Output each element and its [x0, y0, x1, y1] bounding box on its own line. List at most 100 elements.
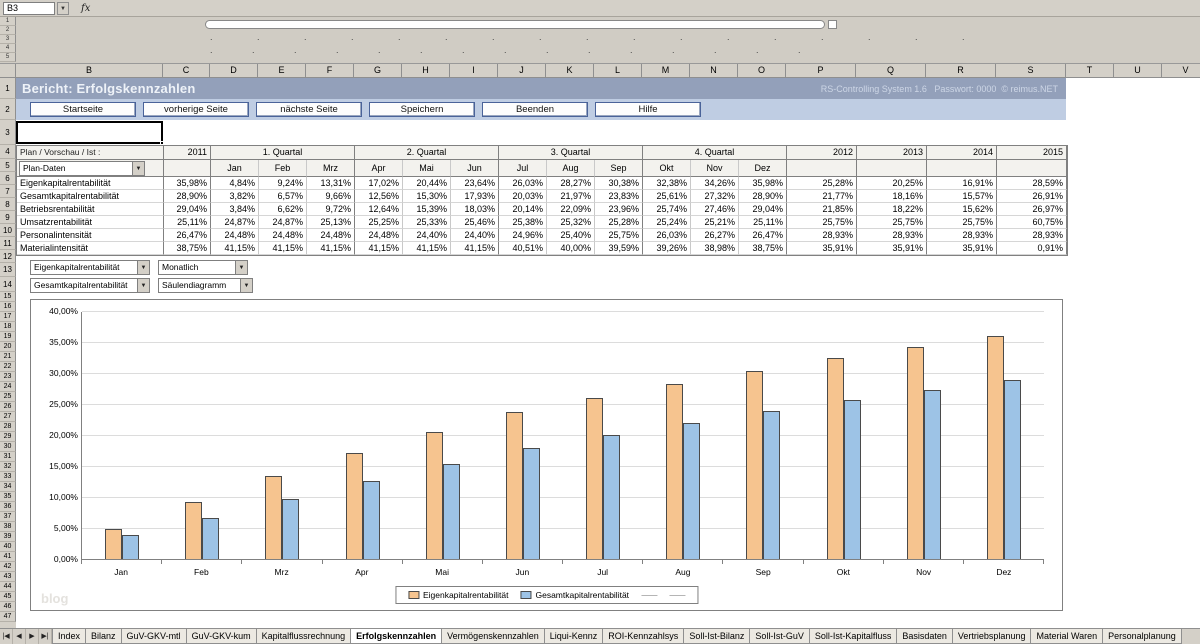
value-cell[interactable]: 24,87% [259, 216, 307, 229]
value-cell[interactable]: 35,98% [164, 177, 211, 190]
value-cell[interactable]: 25,32% [547, 216, 595, 229]
sheet-tab-vertriebsplanung[interactable]: Vertriebsplanung [951, 629, 1032, 644]
insert-function-icon[interactable]: fx [81, 2, 91, 14]
value-cell[interactable]: 24,96% [499, 229, 547, 242]
row-header-20[interactable]: 20 [0, 342, 16, 352]
column-header-n[interactable]: N [690, 64, 738, 78]
scroll-pill-handle[interactable] [828, 20, 837, 29]
mini-row-header[interactable]: 2 [0, 26, 16, 35]
month-header-mai[interactable]: Mai [403, 160, 451, 177]
value-cell[interactable]: 25,11% [164, 216, 211, 229]
value-cell[interactable]: 23,96% [595, 203, 643, 216]
sheet-tab-erfolgskennzahlen[interactable]: Erfolgskennzahlen [350, 629, 443, 644]
button-vorherige-seite[interactable]: vorherige Seite [143, 102, 249, 117]
value-cell[interactable]: 17,02% [355, 177, 403, 190]
column-header-j[interactable]: J [498, 64, 546, 78]
value-cell[interactable]: 38,75% [164, 242, 211, 255]
row-header-33[interactable]: 33 [0, 472, 16, 482]
quarter-header-2-quartal[interactable]: 2. Quartal [355, 146, 499, 160]
row-header-8[interactable]: 8 [0, 198, 16, 211]
value-cell[interactable]: 39,59% [595, 242, 643, 255]
month-header-jun[interactable]: Jun [451, 160, 499, 177]
value-cell[interactable]: 12,56% [355, 190, 403, 203]
value-cell[interactable]: 35,91% [927, 242, 997, 255]
value-cell[interactable]: 16,91% [927, 177, 997, 190]
selected-cell-b3[interactable] [16, 121, 164, 145]
row-header-28[interactable]: 28 [0, 422, 16, 432]
value-cell[interactable]: 15,62% [927, 203, 997, 216]
value-cell[interactable]: 26,97% [997, 203, 1067, 216]
row-header-19[interactable]: 19 [0, 332, 16, 342]
row-header-9[interactable]: 9 [0, 211, 16, 224]
row-label[interactable]: Umsatzrentabilität [17, 216, 164, 229]
year-header-2014[interactable]: 2014 [927, 146, 997, 160]
value-cell[interactable]: 29,04% [164, 203, 211, 216]
column-header-s[interactable]: S [996, 64, 1066, 78]
value-cell[interactable]: 26,91% [997, 190, 1067, 203]
value-cell[interactable]: 24,48% [307, 229, 355, 242]
value-cell[interactable]: 24,48% [211, 229, 259, 242]
quarter-header-4-quartal[interactable]: 4. Quartal [643, 146, 787, 160]
value-cell[interactable]: 12,64% [355, 203, 403, 216]
month-header-aug[interactable]: Aug [547, 160, 595, 177]
value-cell[interactable]: 28,59% [997, 177, 1067, 190]
mini-row-header[interactable]: 1 [0, 17, 16, 26]
column-header-f[interactable]: F [306, 64, 354, 78]
value-cell[interactable]: 9,24% [259, 177, 307, 190]
column-header-b[interactable]: B [16, 64, 163, 78]
row-header-32[interactable]: 32 [0, 462, 16, 472]
value-cell[interactable]: 15,57% [927, 190, 997, 203]
chart-type-dropdown[interactable]: Säulendiagramm ▼ [158, 278, 253, 293]
row-header-43[interactable]: 43 [0, 572, 16, 582]
value-cell[interactable]: 13,31% [307, 177, 355, 190]
row-label[interactable]: Betriebsrentabilität [17, 203, 164, 216]
value-cell[interactable]: 6,62% [259, 203, 307, 216]
value-cell[interactable]: 26,03% [643, 229, 691, 242]
row-header-4[interactable]: 4 [0, 145, 16, 159]
name-box-dropdown-icon[interactable]: ▼ [57, 1, 69, 15]
row-header-18[interactable]: 18 [0, 322, 16, 332]
value-cell[interactable]: 60,75% [997, 216, 1067, 229]
year-header-2011[interactable]: 2011 [164, 146, 211, 160]
column-header-k[interactable]: K [546, 64, 594, 78]
value-cell[interactable]: 25,28% [787, 177, 857, 190]
button-nächste-seite[interactable]: nächste Seite [256, 102, 362, 117]
column-header-q[interactable]: Q [856, 64, 926, 78]
value-cell[interactable]: 20,44% [403, 177, 451, 190]
value-cell[interactable]: 25,11% [739, 216, 787, 229]
value-cell[interactable]: 40,00% [547, 242, 595, 255]
value-cell[interactable]: 34,26% [691, 177, 739, 190]
month-header-jul[interactable]: Jul [499, 160, 547, 177]
row-header-6[interactable]: 6 [0, 172, 16, 185]
tab-scroll-button-3[interactable]: ▶| [39, 629, 52, 644]
value-cell[interactable]: 25,24% [643, 216, 691, 229]
sheet-tab-personalplanung[interactable]: Personalplanung [1102, 629, 1182, 644]
chevron-down-icon[interactable]: ▼ [240, 279, 252, 292]
value-cell[interactable]: 25,75% [595, 229, 643, 242]
value-cell[interactable]: 28,93% [997, 229, 1067, 242]
row-header-22[interactable]: 22 [0, 362, 16, 372]
interval-dropdown[interactable]: Monatlich ▼ [158, 260, 248, 275]
row-header-12[interactable]: 12 [0, 250, 16, 263]
series2-dropdown[interactable]: Gesamtkapitalrentabilität ▼ [30, 278, 150, 293]
sheet-tab-bilanz[interactable]: Bilanz [85, 629, 122, 644]
value-cell[interactable]: 25,74% [643, 203, 691, 216]
row-header-3[interactable]: 3 [0, 120, 16, 145]
year-header-2015[interactable]: 2015 [997, 146, 1067, 160]
value-cell[interactable]: 28,90% [739, 190, 787, 203]
value-cell[interactable]: 41,15% [307, 242, 355, 255]
row-header-34[interactable]: 34 [0, 482, 16, 492]
tab-scroll-button-2[interactable]: ▶ [26, 629, 39, 644]
value-cell[interactable]: 35,91% [857, 242, 927, 255]
button-speichern[interactable]: Speichern [369, 102, 475, 117]
value-cell[interactable]: 0,91% [997, 242, 1067, 255]
sheet-tab-soll-ist-bilanz[interactable]: Soll-Ist-Bilanz [683, 629, 751, 644]
value-cell[interactable]: 39,26% [643, 242, 691, 255]
value-cell[interactable]: 38,75% [739, 242, 787, 255]
sheet-tab-soll-ist-guv[interactable]: Soll-Ist-GuV [749, 629, 810, 644]
value-cell[interactable]: 24,48% [355, 229, 403, 242]
value-cell[interactable]: 38,98% [691, 242, 739, 255]
row-label[interactable]: Gesamtkapitalrentabilität [17, 190, 164, 203]
value-cell[interactable]: 20,25% [857, 177, 927, 190]
value-cell[interactable]: 25,33% [403, 216, 451, 229]
